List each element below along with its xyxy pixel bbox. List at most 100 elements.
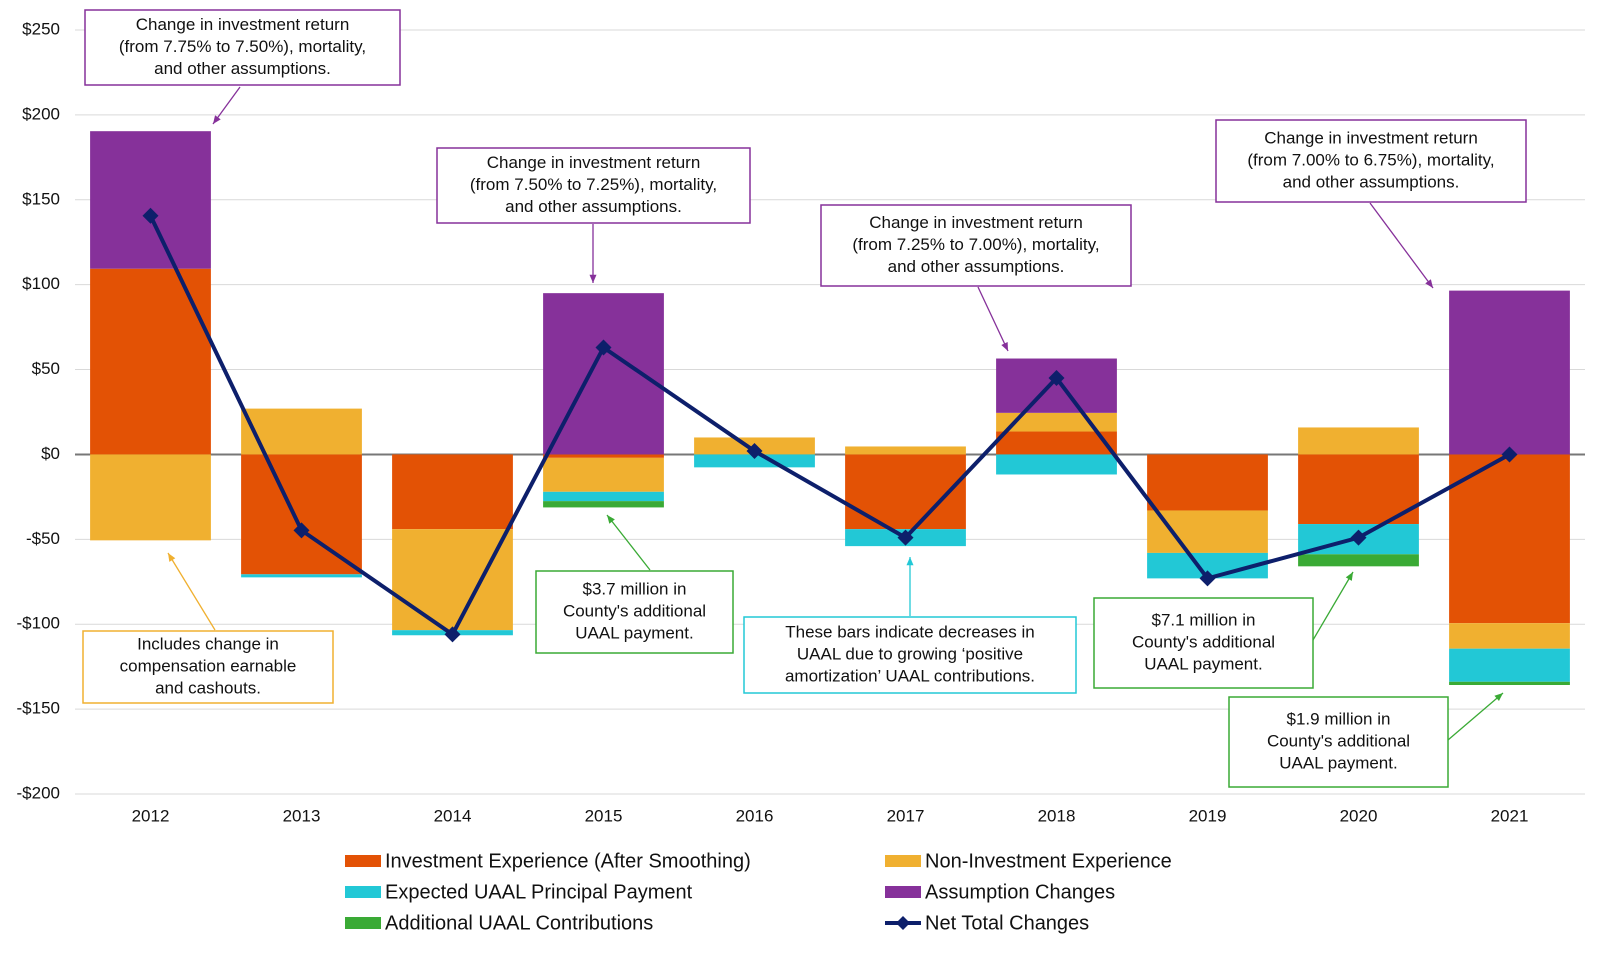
arrow-head [168, 553, 176, 562]
y-tick-label: $200 [22, 104, 60, 123]
net-marker [444, 626, 461, 643]
y-tick-label: $50 [32, 359, 60, 378]
net-marker [1350, 529, 1367, 546]
annotation-text: $7.1 million in [1152, 610, 1256, 629]
annotation-box [1093, 597, 1314, 689]
net-marker [595, 339, 612, 356]
arrow-head [1345, 572, 1353, 581]
y-tick-label: $100 [22, 274, 60, 293]
y-tick-label: $250 [22, 19, 60, 38]
net-marker [1501, 446, 1518, 463]
legend-label: Assumption Changes [925, 881, 1115, 903]
bar-segment [1147, 454, 1268, 511]
arrow-head [1494, 693, 1503, 702]
annotation-box [535, 570, 734, 654]
net-marker [1048, 370, 1065, 387]
annotation-text: and other assumptions. [1283, 172, 1460, 191]
bar-segment [996, 431, 1117, 455]
bar-segment [90, 268, 211, 455]
bar-segment [241, 454, 362, 575]
legend-marker [896, 916, 910, 930]
annotation-arrow [1312, 571, 1354, 641]
bar-segment [543, 457, 664, 492]
annotation-text: and other assumptions. [505, 197, 682, 216]
legend-label: Net Total Changes [925, 912, 1089, 934]
bar-segment [90, 454, 211, 541]
bar-segment [694, 454, 815, 468]
y-tick-label: -$100 [17, 614, 60, 633]
legend-label: Non-Investment Experience [925, 850, 1172, 872]
legend-swatch [345, 917, 381, 929]
x-tick-label: 2016 [736, 806, 774, 825]
annotation-text: (from 7.75% to 7.50%), mortality, [119, 37, 366, 56]
annotation-text: compensation earnable [120, 656, 297, 675]
y-tick-label: $150 [22, 189, 60, 208]
legend-swatch [885, 886, 921, 898]
bar-segment [392, 454, 513, 530]
annotation-text: and cashouts. [155, 678, 261, 697]
y-tick-label: -$50 [26, 529, 60, 548]
y-tick-label: $0 [41, 444, 60, 463]
annotation-text: Change in investment return [487, 153, 701, 172]
arrow-head [607, 515, 615, 524]
annotation-box [1215, 119, 1527, 203]
annotation-box [82, 630, 334, 704]
x-tick-label: 2017 [887, 806, 925, 825]
annotation-text: County's additional [563, 601, 706, 620]
annotation-arrow [1447, 692, 1504, 741]
x-tick-label: 2021 [1491, 806, 1529, 825]
bar-segment [90, 131, 211, 269]
arrow-head [589, 274, 597, 283]
annotation-text: $3.7 million in [583, 579, 687, 598]
bar-segment [996, 454, 1117, 475]
y-tick-label: -$200 [17, 783, 60, 802]
bar-segment [1449, 648, 1570, 682]
x-tick-label: 2013 [283, 806, 321, 825]
annotation-text: County's additional [1132, 632, 1275, 651]
bar-segment [1298, 427, 1419, 455]
legend-label: Expected UAAL Principal Payment [385, 881, 693, 903]
annotation-text: UAAL payment. [1279, 753, 1397, 772]
annotation-arrow [1369, 202, 1434, 289]
bar-segment [241, 408, 362, 455]
arrow-head [906, 557, 914, 566]
annotation-text: Change in investment return [136, 15, 350, 34]
x-tick-label: 2012 [132, 806, 170, 825]
annotation-text: UAAL payment. [1144, 654, 1262, 673]
annotation-text: and other assumptions. [154, 59, 331, 78]
bar-segment [845, 446, 966, 455]
annotation-text: (from 7.50% to 7.25%), mortality, [470, 175, 717, 194]
bar-segment [241, 574, 362, 578]
bar-segment [1147, 510, 1268, 553]
legend-swatch [345, 886, 381, 898]
x-tick-label: 2014 [434, 806, 472, 825]
annotation-text: and other assumptions. [888, 257, 1065, 276]
annotation-text: These bars indicate decreases in [785, 622, 1034, 641]
net-marker [746, 443, 763, 460]
legend-label: Additional UAAL Contributions [385, 912, 653, 934]
annotation-box [1228, 696, 1449, 788]
annotation-text: (from 7.25% to 7.00%), mortality, [852, 235, 1099, 254]
x-tick-label: 2018 [1038, 806, 1076, 825]
bar-segment [1449, 623, 1570, 649]
annotation-text: amortization’ UAAL contributions. [785, 666, 1035, 685]
arrow-head [213, 115, 221, 124]
legend-swatch [885, 855, 921, 867]
net-line [148, 214, 1511, 638]
annotation-text: Change in investment return [1264, 128, 1478, 147]
annotation-box [820, 204, 1132, 287]
x-tick-label: 2015 [585, 806, 623, 825]
annotation-box [84, 9, 401, 86]
annotation-text: Includes change in [137, 634, 279, 653]
bar-segment [543, 491, 664, 502]
annotation-box [743, 616, 1077, 694]
bar-segment [392, 529, 513, 631]
annotation-text: (from 7.00% to 6.75%), mortality, [1247, 150, 1494, 169]
net-marker [897, 529, 914, 546]
net-marker [293, 522, 310, 539]
y-tick-label: -$150 [17, 699, 60, 718]
annotation-text: UAAL due to growing ‘positive [797, 644, 1023, 663]
annotation-text: UAAL payment. [575, 623, 693, 642]
annotation-box [436, 147, 751, 224]
